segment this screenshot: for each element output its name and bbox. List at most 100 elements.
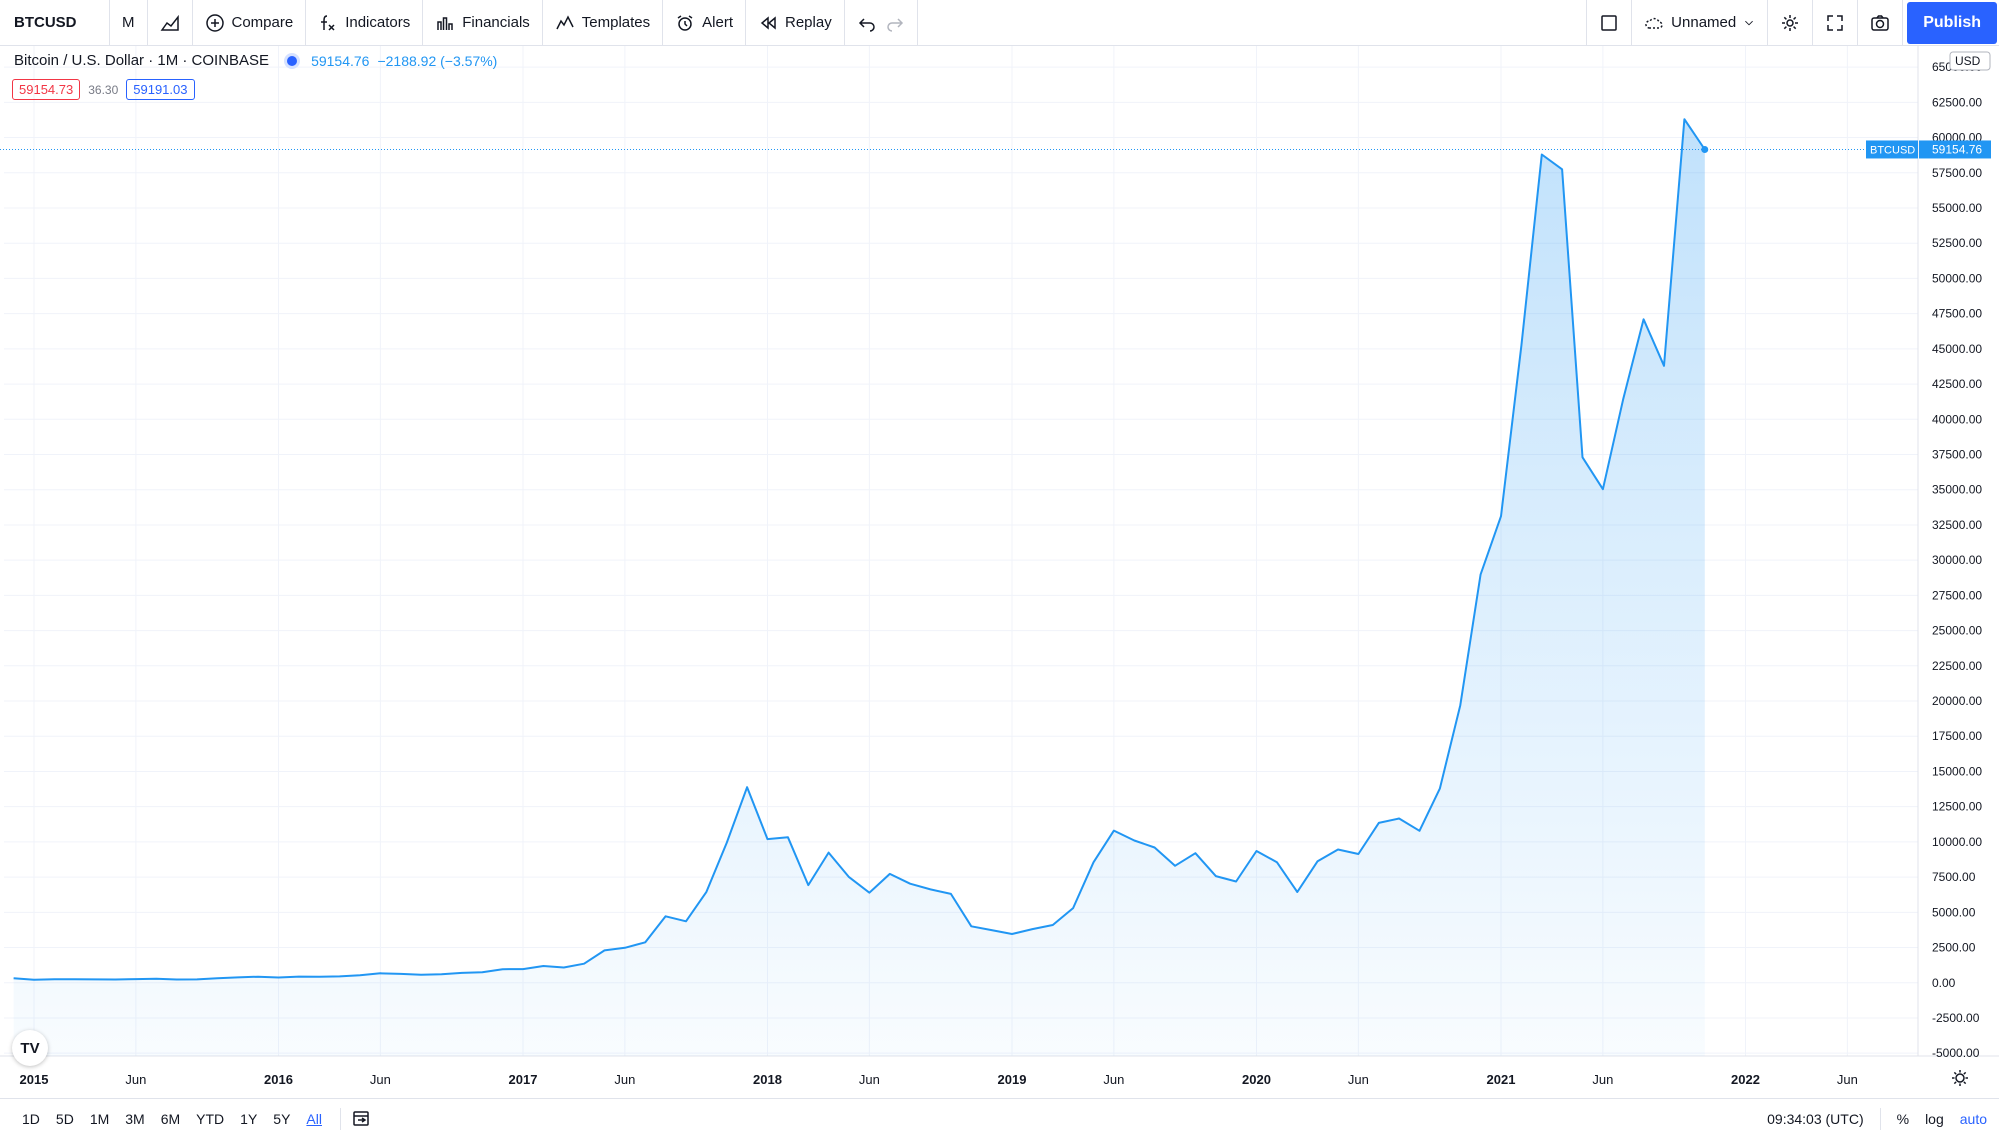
y-tick-label: 55000.00 [1932, 201, 1982, 215]
y-tick-label: -2500.00 [1932, 1011, 1980, 1025]
legend-change: −2188.92 (−3.57%) [377, 52, 498, 69]
templates-label: Templates [581, 14, 651, 31]
auto-scale-toggle[interactable]: auto [1959, 1111, 1987, 1127]
plus-circle-icon [205, 13, 224, 32]
y-tick-label: 12500.00 [1932, 800, 1982, 814]
cloud-icon [1645, 17, 1663, 29]
y-tick-label: 40000.00 [1932, 412, 1982, 426]
bottom-right-controls: 09:34:03 (UTC) % log auto [1767, 1099, 1987, 1139]
divider [1879, 1108, 1881, 1130]
y-tick-label: 27500.00 [1932, 588, 1982, 602]
replay-label: Replay [785, 14, 832, 31]
currency-label: USD [1955, 54, 1981, 68]
tradingview-logo[interactable]: TV [12, 1030, 48, 1066]
range-1y[interactable]: 1Y [240, 1111, 258, 1127]
snapshot-button[interactable] [1858, 0, 1904, 46]
range-1m[interactable]: 1M [89, 1111, 110, 1127]
series-area-btcusd [13, 119, 1705, 1056]
replay-button[interactable]: Replay [746, 0, 845, 46]
alarm-clock-icon [677, 14, 693, 31]
x-tick-label: 2019 [998, 1072, 1027, 1087]
fullscreen-button[interactable] [1813, 0, 1859, 46]
x-tick-label: Jun [1837, 1072, 1858, 1087]
goto-date-button[interactable] [351, 1108, 371, 1131]
compare-button[interactable]: Compare [193, 0, 307, 46]
series-line-btcusd[interactable] [13, 118, 1706, 981]
y-tick-label: 42500.00 [1932, 377, 1982, 391]
indicators-label: Indicators [345, 14, 411, 31]
last-price-value: 59154.76 [1932, 142, 1982, 156]
clock-time[interactable]: 09:34:03 (UTC) [1767, 1111, 1864, 1127]
x-tick-label: 2022 [1731, 1072, 1760, 1087]
axis-settings-gear-icon[interactable] [1952, 1070, 1968, 1086]
x-tick-label: 2020 [1242, 1072, 1271, 1087]
y-tick-label: 30000.00 [1932, 553, 1982, 567]
y-tick-label: 15000.00 [1932, 764, 1982, 778]
x-tick-label: 2015 [20, 1072, 49, 1087]
chart-style-button[interactable] [148, 0, 193, 46]
range-1d[interactable]: 1D [22, 1111, 40, 1127]
settings-button[interactable] [1768, 0, 1814, 46]
log-toggle[interactable]: log [1925, 1111, 1944, 1127]
layout-menu-button[interactable]: Unnamed [1632, 0, 1769, 46]
range-5y[interactable]: 5Y [273, 1111, 291, 1127]
currency-badge[interactable]: USD [1949, 51, 1991, 71]
last-price-badge: BTCUSD 59154.76 [1866, 140, 1991, 159]
alert-button[interactable]: Alert [663, 0, 746, 46]
interval-button[interactable]: M [110, 0, 148, 46]
range-6m[interactable]: 6M [160, 1111, 181, 1127]
symbol-search[interactable]: BTCUSD [0, 0, 110, 46]
divider [339, 1108, 341, 1130]
financials-button[interactable]: Financials [423, 0, 543, 46]
price-chart[interactable]: 65000.0062500.0060000.0057500.0055000.00… [0, 46, 1999, 1098]
market-status-icon [287, 55, 298, 66]
range-ytd[interactable]: YTD [196, 1111, 225, 1127]
y-tick-label: 5000.00 [1932, 905, 1976, 919]
y-tick-label: 52500.00 [1932, 236, 1982, 250]
redo-button[interactable] [881, 0, 918, 46]
y-tick-label: 0.00 [1932, 976, 1956, 990]
rewind-icon [760, 15, 776, 30]
expand-icon [1827, 14, 1843, 31]
y-tick-label: 25000.00 [1932, 624, 1982, 638]
fullscreen-layout-button[interactable] [1586, 0, 1633, 46]
financials-label: Financials [462, 14, 530, 31]
templates-icon [556, 14, 574, 29]
templates-button[interactable]: Templates [543, 0, 664, 46]
last-price-symbol: BTCUSD [1870, 144, 1915, 156]
range-all[interactable]: All [306, 1111, 322, 1127]
x-tick-label: 2016 [264, 1072, 293, 1087]
y-tick-label: -5000.00 [1932, 1046, 1980, 1060]
indicators-button[interactable]: Indicators [306, 0, 424, 46]
range-selector: 1D 5D 1M 3M 6M YTD 1Y 5Y All [0, 1111, 330, 1127]
gear-icon [1782, 14, 1799, 31]
y-tick-label: 45000.00 [1932, 342, 1982, 356]
x-tick-label: Jun [859, 1072, 880, 1087]
layout-name: Unnamed [1671, 14, 1737, 31]
y-tick-label: 57500.00 [1932, 166, 1982, 180]
x-tick-label: Jun [1348, 1072, 1369, 1087]
undo-button[interactable] [845, 0, 881, 46]
y-tick-label: 17500.00 [1932, 729, 1982, 743]
sell-price-button[interactable]: 59154.73 [12, 79, 81, 100]
x-tick-label: Jun [1592, 1072, 1613, 1087]
legend-price: 59154.76 [311, 52, 370, 69]
percent-toggle[interactable]: % [1896, 1111, 1910, 1127]
y-tick-label: 50000.00 [1932, 271, 1982, 285]
square-icon [1601, 14, 1617, 31]
y-tick-label: 35000.00 [1932, 483, 1982, 497]
range-5d[interactable]: 5D [55, 1111, 74, 1127]
symbol-title[interactable]: Bitcoin / U.S. Dollar · 1M · COINBASE [14, 52, 270, 69]
top-toolbar: BTCUSD M Compare Indicators Financials T… [0, 0, 1999, 46]
y-tick-label: 37500.00 [1932, 448, 1982, 462]
publish-button[interactable]: Publish [1907, 1, 1997, 44]
range-3m[interactable]: 3M [125, 1111, 145, 1127]
bottom-toolbar: 1D 5D 1M 3M 6M YTD 1Y 5Y All 09:34:03 (UTC) % lo… [0, 1098, 1999, 1139]
last-price-dot [1701, 145, 1709, 153]
calendar-arrow-icon [353, 1110, 369, 1126]
spread-value: 36.30 [88, 82, 119, 97]
chart-legend: Bitcoin / U.S. Dollar · 1M · COINBASE 59… [14, 52, 497, 69]
x-tick-label: 2018 [753, 1072, 782, 1087]
buy-price-button[interactable]: 59191.03 [126, 79, 195, 100]
y-tick-label: 2500.00 [1932, 941, 1976, 955]
